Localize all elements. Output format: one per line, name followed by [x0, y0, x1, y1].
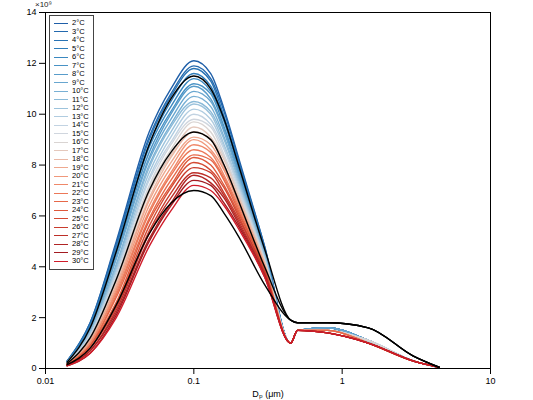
svg-text:0.01: 0.01: [37, 376, 55, 386]
html-text:×10⁹: ×10⁹: [35, 0, 52, 9]
html-text:16°C: 16°C: [72, 137, 89, 146]
html-text:27°C: 27°C: [72, 230, 89, 240]
svg-text:0.1: 0.1: [188, 376, 201, 386]
html-text:5°C: 5°C: [72, 43, 85, 53]
html-text:2°C: 2°C: [72, 18, 85, 27]
html-text:14°C: 14°C: [72, 120, 89, 129]
html-text:10°C: 10°C: [72, 86, 89, 95]
svg-text:Dₚ (μm): Dₚ (μm): [252, 389, 284, 400]
html-text:18°C: 18°C: [72, 154, 89, 163]
html-text:12°C: 12°C: [72, 103, 89, 112]
html-text:29°C: 29°C: [72, 247, 89, 257]
svg-text:12: 12: [26, 58, 36, 68]
html-text:22°C: 22°C: [72, 188, 89, 197]
svg-text:0: 0: [31, 363, 36, 373]
html-text:11°C: 11°C: [72, 94, 89, 104]
svg-text:10: 10: [485, 376, 495, 386]
html-text:23°C: 23°C: [72, 196, 89, 206]
html-text:17°C: 17°C: [72, 145, 89, 155]
html-text:21°C: 21°C: [72, 179, 89, 189]
html-text:7°C: 7°C: [72, 60, 85, 70]
html-text:3°C: 3°C: [72, 26, 85, 36]
html-text:20°C: 20°C: [72, 171, 89, 180]
svg-text:8: 8: [31, 160, 36, 170]
html-text:24°C: 24°C: [72, 205, 89, 214]
html-text:4°C: 4°C: [72, 35, 85, 44]
html-text:9°C: 9°C: [72, 77, 85, 87]
html-text:13°C: 13°C: [72, 111, 89, 121]
html-text:19°C: 19°C: [72, 162, 89, 172]
html-text:6°C: 6°C: [72, 52, 85, 61]
svg-text:4: 4: [31, 262, 36, 272]
html-text:25°C: 25°C: [72, 213, 89, 223]
html-text:30°C: 30°C: [72, 256, 89, 265]
html-text:15°C: 15°C: [72, 128, 89, 138]
html-text:26°C: 26°C: [72, 222, 89, 231]
svg-text:10: 10: [26, 109, 36, 119]
svg-text:6: 6: [31, 211, 36, 221]
svg-text:14: 14: [26, 7, 36, 17]
html-text:8°C: 8°C: [72, 69, 85, 78]
html-text:28°C: 28°C: [72, 239, 89, 248]
svg-text:1: 1: [340, 376, 345, 386]
svg-text:2: 2: [31, 313, 36, 323]
